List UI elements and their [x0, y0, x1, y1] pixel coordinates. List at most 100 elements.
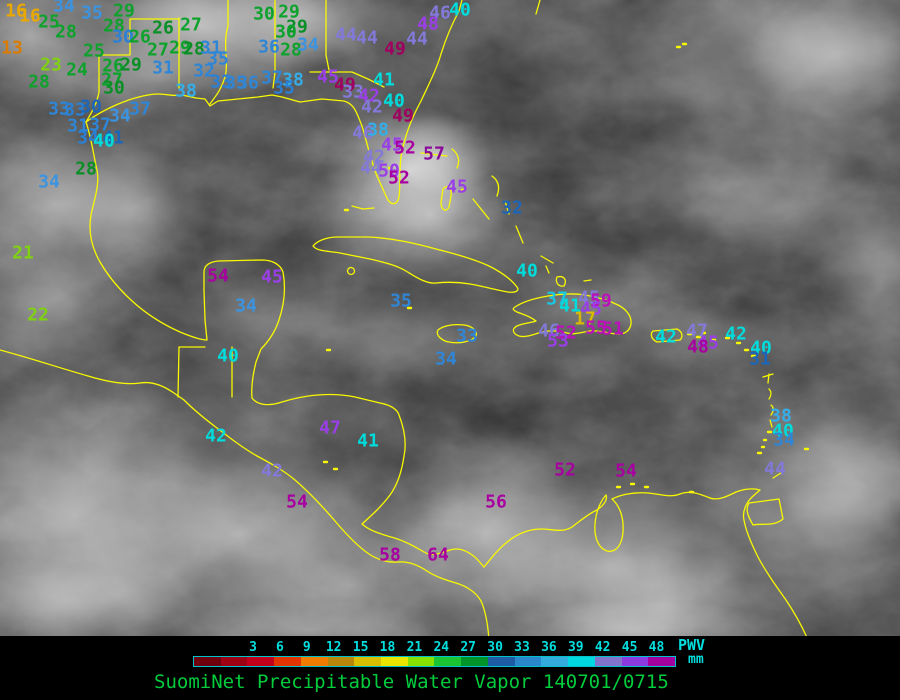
colorbar-tick-label: 18: [379, 640, 396, 655]
station-value: 32: [501, 197, 523, 219]
station-value: 27: [180, 14, 202, 36]
product-title: SuomiNet Precipitable Water Vapor 140701…: [154, 671, 669, 693]
colorbar-segment: [621, 657, 649, 666]
station-value: 53: [547, 330, 569, 352]
colorbar-tick-label: 30: [487, 640, 503, 655]
station-value: 33: [210, 71, 232, 93]
station-value: 30: [80, 96, 102, 118]
station-value: 29: [169, 37, 191, 59]
station-value: 30: [275, 21, 297, 43]
station-value: 52: [394, 137, 416, 159]
station-value: 42: [361, 96, 383, 118]
station-value: 34: [297, 34, 319, 56]
station-value: 45: [697, 332, 719, 354]
station-value: 40: [516, 260, 538, 282]
station-value: 26: [129, 26, 151, 48]
colorbar-segment: [354, 657, 382, 666]
station-value: 34: [435, 348, 457, 370]
station-value: 40: [383, 90, 405, 112]
station-value: 45: [317, 66, 339, 88]
colorbar-segment: [648, 657, 675, 666]
station-value: 40: [93, 130, 115, 152]
station-value: 28: [103, 15, 125, 37]
station-value: 29: [120, 54, 142, 76]
station-value: 47: [319, 417, 341, 439]
station-value: 45: [580, 298, 602, 320]
station-value: 29: [278, 1, 300, 23]
colorbar-segment: [434, 657, 462, 666]
station-value: 17: [574, 308, 596, 330]
station-value: 31: [67, 115, 89, 137]
station-value: 34: [235, 295, 257, 317]
station-value: 22: [27, 304, 49, 326]
station-value: 36: [258, 36, 280, 58]
pwv-unit-label: PWV: [678, 636, 706, 654]
florida-keys: [351, 205, 375, 210]
station-value: 42: [363, 146, 385, 168]
station-value: 26: [152, 17, 174, 39]
station-value: 13: [1, 37, 23, 59]
station-value: 44: [764, 458, 786, 480]
station-value: 33: [456, 325, 478, 347]
station-value: 54: [615, 460, 637, 482]
station-value: 57: [423, 143, 445, 165]
station-value: 35: [390, 290, 412, 312]
station-value: 59: [590, 290, 612, 312]
colorbar-segment: [407, 657, 435, 666]
station-value: 16: [19, 5, 41, 27]
station-value: 34: [77, 127, 99, 149]
station-value: 52: [554, 459, 576, 481]
station-value: 38: [175, 80, 197, 102]
guatemala-borders: [177, 346, 233, 398]
station-value: 23: [40, 54, 62, 76]
station-value: 44: [406, 28, 428, 50]
station-value: 24: [66, 59, 88, 81]
station-value: 16: [5, 0, 27, 22]
colorbar-tick-label: 24: [433, 640, 450, 655]
station-value: 42: [261, 460, 283, 482]
state-borders: [85, 0, 541, 123]
colorbar-tick-label: 36: [541, 640, 557, 655]
colorbar-segment: [220, 657, 248, 666]
station-value: 41: [357, 430, 379, 452]
station-value: 31: [749, 348, 771, 370]
pacific-coast: [0, 349, 490, 640]
station-value: 51: [602, 318, 624, 340]
station-value: 64: [427, 544, 449, 566]
colorbar-tick-label: 42: [594, 640, 611, 655]
station-value: 44: [335, 24, 357, 46]
station-value: 28: [28, 71, 50, 93]
colorbar: [193, 656, 676, 667]
station-value: 54: [207, 265, 229, 287]
station-value: 33: [342, 81, 364, 103]
station-value: 31: [152, 57, 174, 79]
station-value: 42: [655, 326, 677, 348]
station-value: 28: [183, 38, 205, 60]
station-value: 25: [83, 40, 105, 62]
colorbar-tick-label: 39: [567, 640, 584, 655]
colorbar-tick-label: 6: [275, 640, 284, 655]
station-value: 49: [392, 105, 414, 127]
station-value: 40: [449, 0, 471, 21]
station-value: 45: [381, 134, 403, 156]
station-value: 52: [555, 322, 577, 344]
colorbar-tick-label: 21: [406, 640, 423, 655]
coastline-overlay: [0, 0, 810, 640]
station-value: 45: [578, 287, 600, 309]
station-value: 29: [286, 16, 308, 38]
colorbar-segment: [568, 657, 595, 666]
station-value: 34: [53, 0, 75, 17]
station-value: 34: [38, 171, 60, 193]
mm-unit-label: mm: [688, 652, 704, 667]
station-value: 45: [446, 176, 468, 198]
station-value: 41: [559, 295, 581, 317]
station-value: 31: [200, 37, 222, 59]
small-islands: [322, 42, 810, 494]
station-value: 42: [358, 85, 380, 107]
station-value: 25: [38, 11, 60, 33]
station-value: 35: [207, 48, 229, 70]
station-value: 40: [772, 420, 794, 442]
colorbar-segment: [461, 657, 488, 666]
colorbar-tick-label: 9: [302, 640, 311, 655]
station-value: 35: [225, 72, 247, 94]
